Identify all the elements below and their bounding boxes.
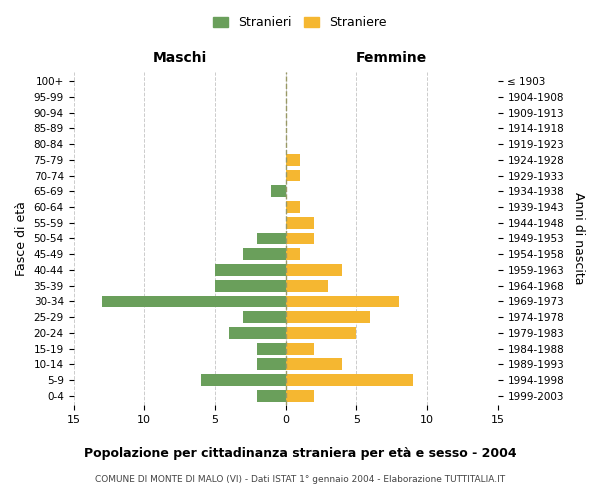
Bar	[286, 170, 300, 181]
Bar	[257, 342, 286, 354]
Bar	[286, 390, 314, 402]
Bar	[286, 264, 342, 276]
Bar	[243, 248, 286, 260]
Bar	[286, 327, 356, 339]
Bar	[271, 186, 286, 197]
Bar	[286, 201, 300, 213]
Bar	[286, 312, 370, 323]
Bar	[257, 358, 286, 370]
Text: Femmine: Femmine	[356, 51, 427, 65]
Text: COMUNE DI MONTE DI MALO (VI) - Dati ISTAT 1° gennaio 2004 - Elaborazione TUTTITA: COMUNE DI MONTE DI MALO (VI) - Dati ISTA…	[95, 476, 505, 484]
Bar	[102, 296, 286, 308]
Bar	[257, 232, 286, 244]
Bar	[286, 217, 314, 228]
Bar	[286, 154, 300, 166]
Legend: Stranieri, Straniere: Stranieri, Straniere	[208, 11, 392, 34]
Bar	[286, 358, 342, 370]
Bar	[229, 327, 286, 339]
Bar	[215, 264, 286, 276]
Bar	[243, 312, 286, 323]
Text: Maschi: Maschi	[152, 51, 206, 65]
Bar	[286, 342, 314, 354]
Bar	[201, 374, 286, 386]
Y-axis label: Fasce di età: Fasce di età	[15, 201, 28, 276]
Bar	[286, 280, 328, 291]
Text: Popolazione per cittadinanza straniera per età e sesso - 2004: Popolazione per cittadinanza straniera p…	[83, 448, 517, 460]
Bar	[215, 280, 286, 291]
Bar	[257, 390, 286, 402]
Bar	[286, 248, 300, 260]
Bar	[286, 296, 399, 308]
Y-axis label: Anni di nascita: Anni di nascita	[572, 192, 585, 284]
Bar	[286, 374, 413, 386]
Bar	[286, 232, 314, 244]
